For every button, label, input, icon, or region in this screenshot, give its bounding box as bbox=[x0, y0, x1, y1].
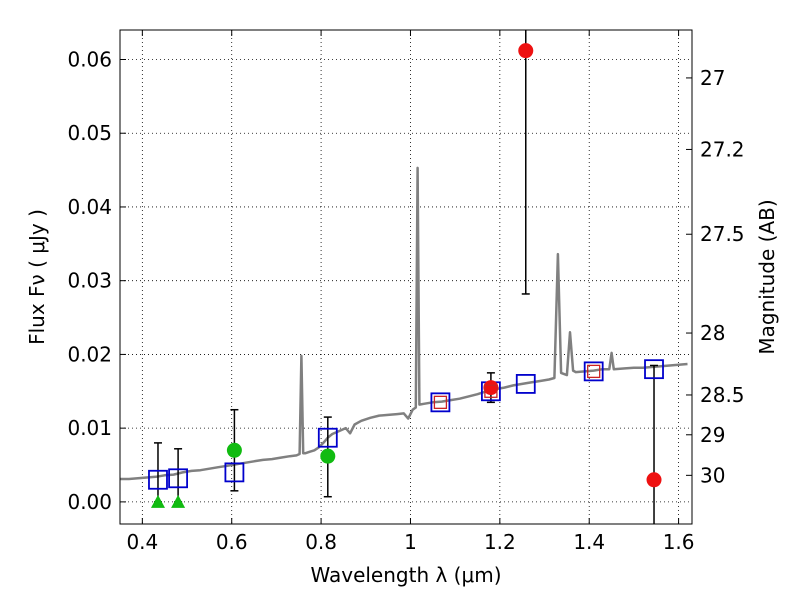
ticks: 0.4 0.6 0.8 1 1.2 1.4 1.6 0.00 0.01 0.02 0.03 0.04 0… bbox=[67, 30, 745, 554]
y-axis-title: Flux Fν ( μJy ) bbox=[25, 209, 49, 345]
x-tick-label: 1.2 bbox=[484, 530, 516, 554]
marker-layer bbox=[148, 30, 664, 524]
model-photometry-square bbox=[317, 427, 338, 448]
highlighted-band-square bbox=[484, 384, 498, 398]
x-tick-label: 1.6 bbox=[663, 530, 695, 554]
x-tick-label: 1.4 bbox=[573, 530, 605, 554]
model-photometry-square bbox=[644, 359, 664, 380]
x-tick-label: 0.8 bbox=[305, 530, 337, 554]
model-photometry-square bbox=[224, 462, 245, 483]
x-tick-label: 0.6 bbox=[216, 530, 248, 554]
y-tick-label: 0.02 bbox=[67, 342, 112, 366]
y-tick-label: 0.06 bbox=[67, 47, 112, 71]
y-tick-label: 0.03 bbox=[67, 269, 112, 293]
red-detection-point bbox=[646, 472, 662, 488]
x-tick-label: 1 bbox=[404, 530, 417, 554]
mag-tick-label: 29 bbox=[700, 423, 725, 447]
mag-tick-label: 28.5 bbox=[700, 383, 745, 407]
y-tick-label: 0.04 bbox=[67, 195, 112, 219]
model-photometry-square bbox=[515, 374, 536, 394]
mag-tick-label: 27.5 bbox=[700, 222, 745, 246]
plot-frame bbox=[119, 29, 693, 525]
model-photometry-square bbox=[583, 361, 604, 382]
green-detection-point bbox=[226, 442, 242, 458]
highlighted-band-square bbox=[433, 395, 448, 409]
grid bbox=[120, 30, 692, 524]
mag-tick-label: 27 bbox=[700, 66, 725, 90]
model-photometry-square bbox=[168, 468, 188, 489]
model-photometry-square bbox=[148, 469, 168, 490]
green-detection-point bbox=[320, 448, 336, 464]
highlighted-band-square bbox=[587, 364, 601, 379]
mag-tick-label: 28 bbox=[700, 321, 725, 345]
right-axis-title: Magnitude (AB) bbox=[755, 199, 779, 354]
y-tick-label: 0.05 bbox=[67, 121, 112, 145]
upper-limit-triangle bbox=[171, 494, 186, 508]
y-tick-label: 0.00 bbox=[67, 490, 112, 514]
x-tick-label: 0.4 bbox=[126, 530, 158, 554]
mag-tick-label: 27.2 bbox=[700, 137, 745, 161]
x-axis-title: Wavelength λ (μm) bbox=[310, 563, 501, 587]
mag-tick-label: 30 bbox=[700, 463, 725, 487]
model-photometry-square bbox=[430, 392, 451, 413]
red-detection-point bbox=[518, 43, 534, 59]
y-tick-label: 0.01 bbox=[67, 416, 112, 440]
upper-limit-triangle bbox=[150, 494, 165, 508]
red-detection-point bbox=[483, 380, 499, 396]
